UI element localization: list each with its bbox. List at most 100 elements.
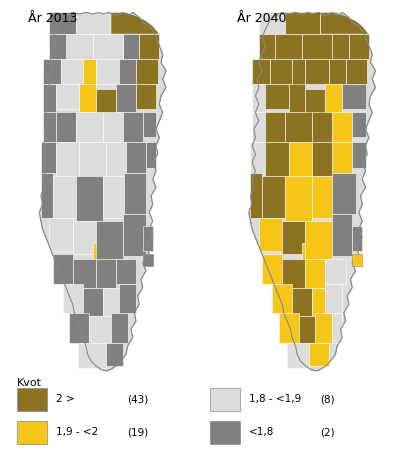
Polygon shape — [124, 173, 146, 214]
Polygon shape — [285, 12, 321, 34]
Polygon shape — [123, 34, 140, 59]
Polygon shape — [96, 221, 123, 259]
Polygon shape — [305, 59, 329, 84]
Polygon shape — [76, 176, 103, 221]
Polygon shape — [252, 112, 266, 143]
Polygon shape — [346, 59, 367, 84]
Polygon shape — [270, 59, 292, 84]
Polygon shape — [56, 84, 79, 109]
Polygon shape — [83, 59, 96, 89]
Polygon shape — [96, 259, 116, 288]
Polygon shape — [329, 59, 346, 84]
Polygon shape — [79, 84, 96, 112]
Polygon shape — [251, 143, 266, 173]
Polygon shape — [66, 34, 93, 59]
Polygon shape — [41, 143, 56, 173]
Polygon shape — [259, 12, 285, 34]
Polygon shape — [312, 112, 332, 143]
Polygon shape — [309, 342, 329, 366]
Polygon shape — [106, 143, 126, 176]
Polygon shape — [143, 112, 156, 137]
Polygon shape — [78, 342, 106, 368]
Text: Kvot: Kvot — [16, 378, 41, 388]
Polygon shape — [305, 259, 326, 288]
Polygon shape — [299, 316, 316, 342]
Polygon shape — [143, 226, 153, 251]
Polygon shape — [302, 242, 319, 263]
Polygon shape — [349, 34, 369, 59]
Polygon shape — [49, 12, 76, 34]
Polygon shape — [136, 59, 158, 84]
Text: (2): (2) — [321, 427, 335, 437]
Polygon shape — [123, 214, 146, 256]
Polygon shape — [266, 112, 285, 143]
Polygon shape — [285, 176, 312, 221]
Polygon shape — [251, 173, 262, 217]
Polygon shape — [76, 12, 111, 34]
Polygon shape — [53, 254, 72, 284]
Polygon shape — [352, 112, 365, 137]
Polygon shape — [252, 59, 270, 84]
Polygon shape — [123, 112, 143, 143]
Polygon shape — [289, 84, 305, 112]
Polygon shape — [72, 221, 96, 254]
Polygon shape — [279, 313, 299, 342]
Polygon shape — [352, 143, 365, 168]
Polygon shape — [93, 242, 109, 263]
Polygon shape — [332, 173, 355, 214]
Polygon shape — [43, 59, 61, 84]
Polygon shape — [272, 284, 292, 313]
Polygon shape — [119, 59, 136, 84]
Polygon shape — [316, 313, 332, 342]
Polygon shape — [146, 143, 156, 168]
Polygon shape — [252, 84, 266, 112]
Polygon shape — [106, 342, 123, 366]
Polygon shape — [266, 143, 289, 176]
Polygon shape — [266, 84, 289, 109]
Polygon shape — [262, 176, 285, 217]
Polygon shape — [96, 59, 119, 84]
Polygon shape — [69, 313, 89, 342]
Polygon shape — [326, 284, 342, 313]
Polygon shape — [89, 316, 111, 342]
Text: 2 >: 2 > — [55, 394, 74, 404]
Polygon shape — [143, 254, 153, 266]
Polygon shape — [285, 112, 312, 143]
Polygon shape — [49, 34, 66, 59]
Polygon shape — [136, 84, 156, 109]
Polygon shape — [312, 288, 326, 316]
Polygon shape — [275, 34, 302, 59]
Polygon shape — [43, 112, 56, 143]
Text: <1,8: <1,8 — [248, 427, 274, 437]
Polygon shape — [326, 84, 342, 112]
Polygon shape — [72, 259, 96, 288]
Polygon shape — [352, 254, 362, 266]
Polygon shape — [41, 173, 53, 217]
Polygon shape — [332, 143, 352, 173]
Polygon shape — [143, 254, 153, 266]
Polygon shape — [116, 84, 136, 112]
Polygon shape — [53, 176, 76, 217]
Polygon shape — [126, 143, 146, 173]
Polygon shape — [352, 226, 362, 251]
Text: 1,8 - <1,9: 1,8 - <1,9 — [248, 394, 301, 404]
Polygon shape — [43, 84, 56, 112]
Polygon shape — [312, 143, 332, 176]
Polygon shape — [332, 34, 349, 59]
Text: År 2013: År 2013 — [28, 12, 77, 25]
Polygon shape — [56, 112, 76, 143]
Polygon shape — [282, 221, 305, 254]
Text: 1,9 - <2: 1,9 - <2 — [55, 427, 98, 437]
Polygon shape — [111, 12, 159, 34]
Polygon shape — [302, 34, 332, 59]
Polygon shape — [305, 89, 326, 117]
Polygon shape — [103, 288, 119, 316]
Polygon shape — [282, 259, 305, 288]
Polygon shape — [79, 143, 106, 176]
Polygon shape — [76, 112, 103, 143]
Text: (19): (19) — [127, 427, 149, 437]
Polygon shape — [262, 254, 282, 284]
Polygon shape — [83, 288, 103, 316]
Polygon shape — [49, 217, 72, 251]
Polygon shape — [96, 89, 116, 117]
